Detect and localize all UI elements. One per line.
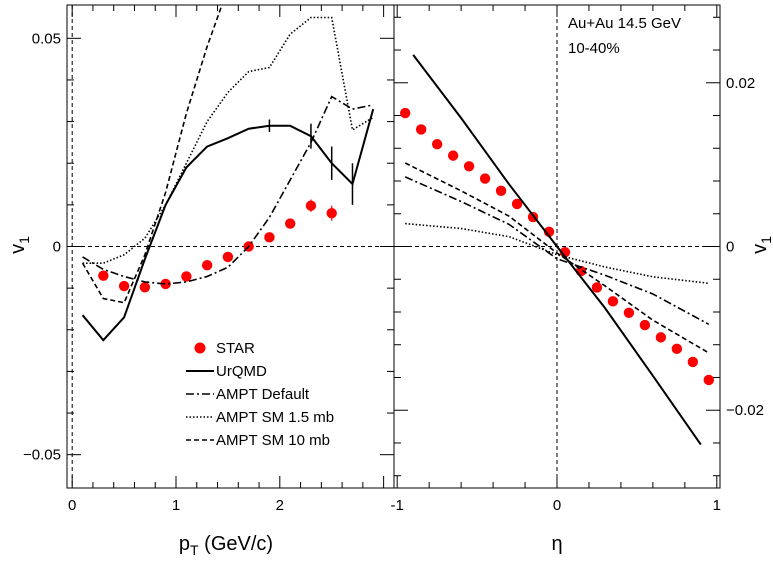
right-x-tick-label: -1 — [391, 497, 404, 514]
right-urqmd-line — [412, 54, 702, 446]
left-star-point — [222, 251, 234, 263]
right-star-point — [447, 150, 459, 161]
annotation-text: 10-40% — [568, 40, 620, 57]
left-star-point — [201, 260, 213, 271]
left-star-point — [181, 271, 192, 282]
left-star-point — [118, 280, 130, 292]
left-y-tick-label: 0.05 — [32, 30, 61, 47]
left-y-tick-label: −0.05 — [23, 447, 61, 464]
axis-labels: STAR UrQMD AMPT Default AMPT SM 1.5 mb AMPT … — [7, 15, 773, 558]
right-star-point — [655, 332, 667, 343]
legend-marker-star — [194, 342, 206, 354]
legend-label: STAR — [216, 340, 255, 357]
left-y-axis-title: v1 — [7, 236, 32, 254]
legend-label: UrQMD — [216, 363, 267, 380]
right-plot-area — [399, 54, 715, 446]
left-panel: 0 1 2 0.05 0 −0.05 — [23, 4, 395, 514]
right-star-point — [495, 185, 507, 197]
right-y-tick-label: 0.02 — [726, 75, 755, 92]
right-star-point — [687, 356, 699, 368]
right-star-point — [415, 124, 427, 135]
right-star-point — [511, 198, 523, 210]
right-star-point — [703, 374, 715, 386]
right-ampt-default-line — [404, 176, 710, 326]
right-panel: -1 0 1 0.02 0 −0.02 — [391, 4, 764, 514]
left-star-point — [264, 232, 275, 243]
legend-label: AMPT SM 1.5 mb — [216, 409, 334, 426]
right-star-point — [623, 307, 635, 319]
left-ampt-sm-10-mb-line — [81, 5, 223, 304]
left-star-point — [305, 200, 317, 211]
right-star-point — [639, 319, 651, 331]
legend-label: AMPT SM 10 mb — [216, 432, 330, 449]
left-star-point — [326, 207, 337, 219]
left-star-point — [284, 218, 296, 229]
left-x-axis-title: pT (GeV/c) — [179, 533, 273, 558]
left-star-point — [98, 270, 109, 281]
right-y-axis-title: v1 — [749, 236, 773, 254]
left-plot-area — [81, 5, 375, 342]
right-x-tick-label: 1 — [713, 497, 721, 514]
left-star-point — [160, 278, 171, 290]
right-ampt-sm-1-5-mb-line — [405, 222, 709, 285]
right-star-point — [479, 173, 491, 184]
right-y-tick-label: 0 — [726, 239, 734, 256]
left-x-tick-label: 0 — [68, 497, 76, 514]
right-star-point — [399, 107, 411, 119]
right-x-axis-title: η — [551, 533, 562, 555]
right-star-point — [607, 296, 619, 307]
left-urqmd-line — [81, 108, 375, 342]
right-star-point — [431, 138, 443, 150]
right-x-tick-label: 0 — [553, 497, 561, 514]
left-x-tick-label: 2 — [276, 497, 284, 514]
right-ampt-sm-10-mb-line — [404, 162, 710, 354]
left-star-point — [139, 282, 151, 293]
right-star-point — [671, 343, 683, 355]
left-y-tick-label: 0 — [53, 239, 61, 256]
left-ampt-sm-1-5-mb-line — [82, 16, 374, 264]
right-star-point — [591, 282, 603, 293]
annotation-text: Au+Au 14.5 GeV — [568, 15, 681, 32]
legend-label: AMPT Default — [216, 386, 310, 403]
left-x-tick-label: 1 — [172, 497, 180, 514]
right-star-point — [463, 161, 475, 172]
left-ampt-default-line — [82, 95, 374, 285]
right-y-tick-label: −0.02 — [726, 402, 764, 419]
